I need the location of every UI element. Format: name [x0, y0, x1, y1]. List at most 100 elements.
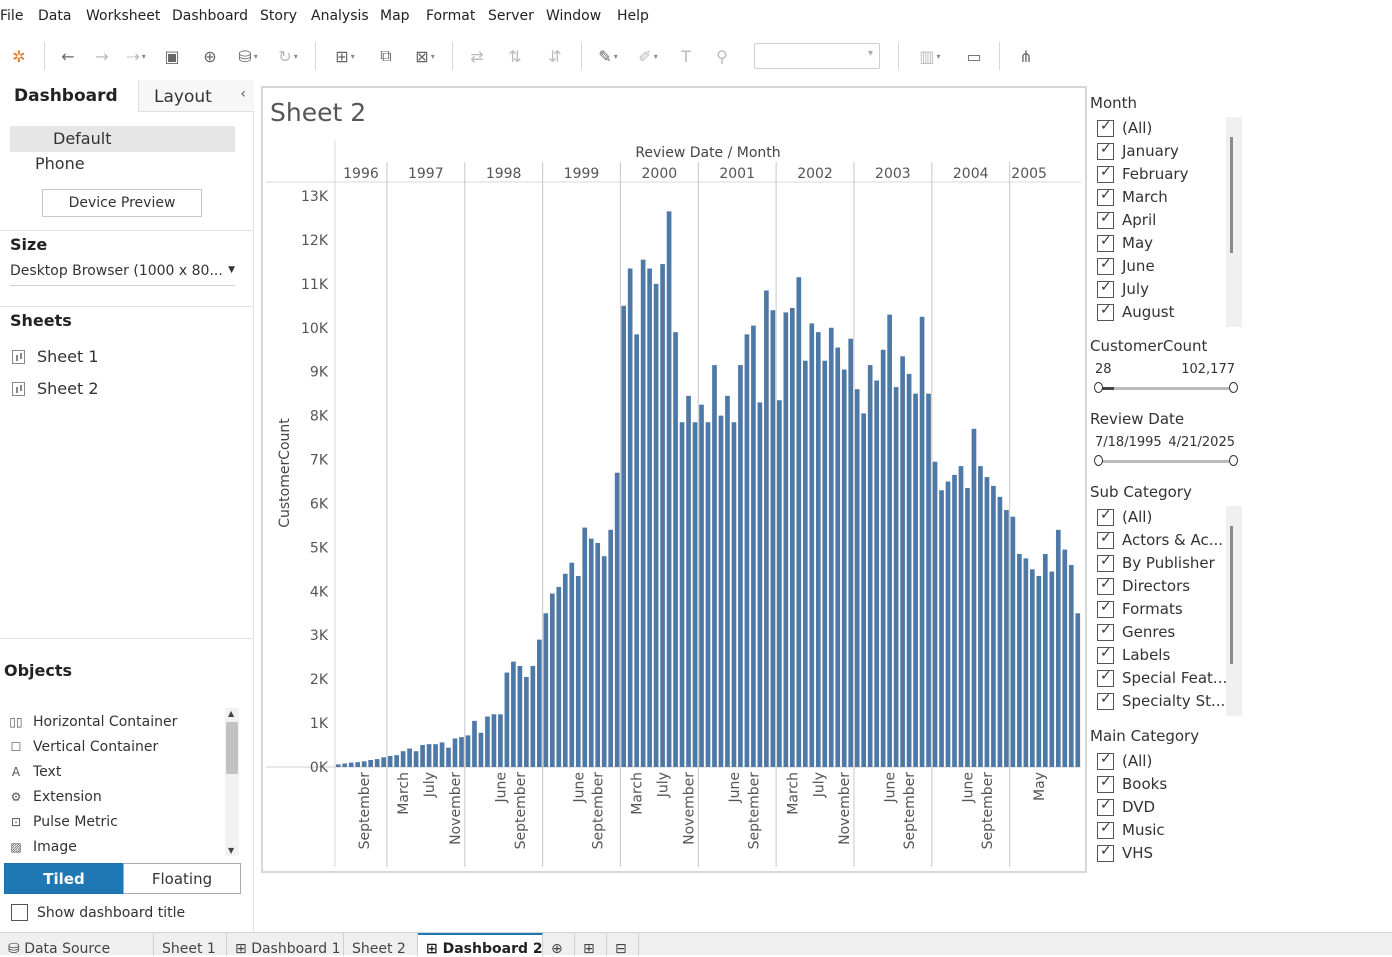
scroll-up-icon[interactable]: ▲ — [228, 709, 235, 718]
scroll-down-icon[interactable]: ▼ — [228, 846, 235, 855]
checkbox[interactable] — [1097, 187, 1114, 206]
month-option[interactable]: March — [1097, 187, 1168, 206]
sheet-item-1[interactable]: Sheet 1 — [12, 347, 99, 366]
checkbox[interactable] — [1097, 279, 1114, 298]
subcategory-option[interactable]: Formats — [1097, 599, 1183, 618]
tab-layout[interactable]: Layout ‹ — [138, 80, 254, 112]
month-option[interactable]: August — [1097, 302, 1175, 321]
month-option[interactable]: February — [1097, 164, 1188, 183]
checkbox[interactable] — [1097, 774, 1114, 793]
subcategory-option[interactable]: Directors — [1097, 576, 1190, 595]
checkbox[interactable] — [1097, 797, 1114, 816]
tab-dashboard[interactable]: Dashboard — [14, 86, 118, 106]
menu-worksheet[interactable]: Worksheet — [86, 8, 161, 24]
maincategory-option[interactable]: Music — [1097, 820, 1165, 839]
sort-ascending-icon[interactable]: ⇅ — [508, 46, 522, 66]
tableau-logo-icon[interactable]: ✲ — [12, 46, 26, 66]
subcategory-option[interactable]: (All) — [1097, 507, 1152, 526]
month-option[interactable]: May — [1097, 233, 1153, 252]
month-option[interactable]: June — [1097, 256, 1155, 275]
subcategory-option[interactable]: Special Feat... — [1097, 668, 1227, 687]
labels-icon[interactable]: T — [681, 46, 691, 66]
object-text[interactable]: A Text — [8, 764, 61, 780]
slider-min-handle[interactable] — [1094, 455, 1103, 466]
show-me-icon[interactable]: ▥ ▾ — [919, 46, 941, 66]
swap-icon[interactable]: ⇄ — [470, 46, 484, 66]
menu-help[interactable]: Help — [617, 8, 649, 24]
menu-dashboard[interactable]: Dashboard — [172, 8, 248, 24]
objects-scrollbar[interactable]: ▲ ▼ — [225, 708, 239, 856]
replay-icon[interactable]: ⇢ ▾ — [126, 46, 146, 66]
new-story-tab-icon[interactable]: ⊟ — [607, 933, 639, 957]
menu-window[interactable]: Window — [546, 8, 602, 24]
size-select[interactable]: Desktop Browser (1000 x 80... ▼ — [10, 262, 235, 286]
object-horizontal-container[interactable]: ▯▯ Horizontal Container — [8, 714, 177, 730]
checkbox[interactable] — [1097, 118, 1114, 137]
slider-min-handle[interactable] — [1094, 382, 1103, 393]
scrollbar-thumb[interactable] — [1230, 526, 1233, 664]
checkbox[interactable] — [1097, 530, 1114, 549]
checkbox[interactable] — [1097, 668, 1114, 687]
checkbox[interactable] — [1097, 507, 1114, 526]
maincategory-option[interactable]: (All) — [1097, 751, 1152, 770]
new-dashboard-tab-icon[interactable]: ⊞ — [575, 933, 607, 957]
month-option[interactable]: July — [1097, 279, 1149, 298]
month-option[interactable]: January — [1097, 141, 1179, 160]
checkbox[interactable] — [1097, 141, 1114, 160]
object-vertical-container[interactable]: ☐ Vertical Container — [8, 739, 159, 755]
checkbox[interactable] — [1097, 622, 1114, 641]
object-extension[interactable]: ⚙ Extension — [8, 789, 102, 805]
checkbox[interactable] — [1097, 256, 1114, 275]
slider-max-handle[interactable] — [1229, 455, 1238, 466]
redo-icon[interactable]: → — [95, 46, 109, 66]
menu-format[interactable]: Format — [426, 8, 476, 24]
collapse-chevron-icon[interactable]: ‹ — [240, 86, 246, 102]
checkbox[interactable] — [1097, 645, 1114, 664]
sort-descending-icon[interactable]: ⇵ — [548, 46, 562, 66]
sheet-item-2[interactable]: Sheet 2 — [12, 379, 99, 398]
refresh-icon[interactable]: ↻ ▾ — [278, 46, 298, 66]
pause-updates-icon[interactable]: ⛁ ▾ — [238, 46, 258, 66]
subcategory-option[interactable]: Actors & Ac... — [1097, 530, 1223, 549]
device-default[interactable]: Default — [10, 126, 235, 152]
new-worksheet-icon[interactable]: ⊞ ▾ — [335, 46, 355, 66]
undo-icon[interactable]: ← — [61, 46, 75, 66]
fit-select[interactable] — [754, 43, 880, 69]
tab-data-source[interactable]: ⛁ Data Source — [0, 933, 154, 957]
menu-data[interactable]: Data — [38, 8, 72, 24]
review-date-slider[interactable] — [1094, 455, 1238, 466]
checkbox[interactable] — [1097, 302, 1114, 321]
tab-sheet-1[interactable]: Sheet 1 — [154, 933, 227, 957]
menu-server[interactable]: Server — [488, 8, 534, 24]
checkbox[interactable] — [1097, 751, 1114, 770]
checkbox[interactable] — [1097, 164, 1114, 183]
month-option[interactable]: (All) — [1097, 118, 1152, 137]
bar-chart[interactable]: Review Date / Month CustomerCount 1996 1997… — [263, 140, 1085, 870]
group-icon[interactable]: ✐ ▾ — [638, 46, 658, 66]
device-preview-button[interactable]: Device Preview — [42, 189, 202, 217]
maincategory-option[interactable]: Books — [1097, 774, 1167, 793]
checkbox[interactable] — [1097, 843, 1114, 862]
tab-sheet-2[interactable]: Sheet 2 — [344, 933, 418, 957]
highlight-icon[interactable]: ✎ ▾ — [598, 46, 618, 66]
subcategory-option[interactable]: Specialty St... — [1097, 691, 1225, 710]
object-pulse-metric[interactable]: ⊡ Pulse Metric — [8, 814, 118, 830]
tab-dashboard-1[interactable]: ⊞ Dashboard 1 — [227, 933, 344, 957]
maincategory-option[interactable]: VHS — [1097, 843, 1153, 862]
menu-map[interactable]: Map — [380, 8, 410, 24]
scrollbar-thumb[interactable] — [1230, 137, 1233, 253]
subcategory-option[interactable]: By Publisher — [1097, 553, 1215, 572]
device-phone[interactable]: Phone — [35, 154, 85, 173]
subcategory-filter-scrollbar[interactable] — [1226, 506, 1242, 716]
checkbox[interactable] — [1097, 599, 1114, 618]
new-datasource-icon[interactable]: ⊕ — [203, 46, 217, 66]
menu-analysis[interactable]: Analysis — [311, 8, 369, 24]
month-option[interactable]: April — [1097, 210, 1156, 229]
tab-dashboard-2[interactable]: ⊞ Dashboard 2 — [418, 933, 543, 957]
checkbox[interactable] — [1097, 691, 1114, 710]
show-title-toggle[interactable]: Show dashboard title — [11, 904, 185, 921]
menu-file[interactable]: File — [0, 8, 24, 24]
subcategory-option[interactable]: Labels — [1097, 645, 1170, 664]
checkbox[interactable] — [1097, 233, 1114, 252]
tiled-button[interactable]: Tiled — [4, 863, 124, 894]
